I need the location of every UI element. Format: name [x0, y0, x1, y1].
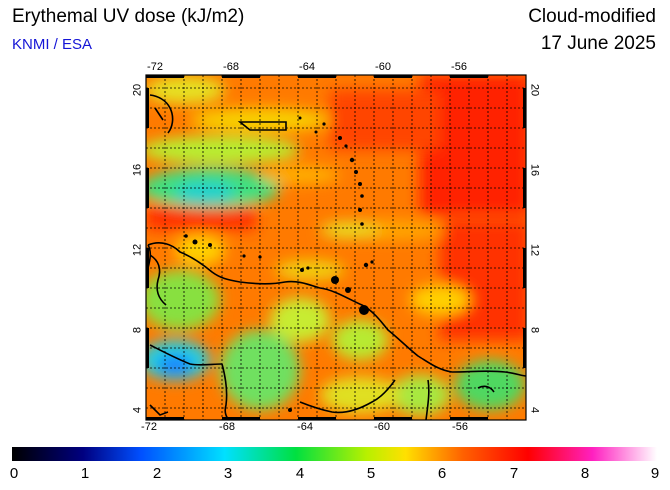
lat-tick-right: 16	[528, 163, 541, 177]
date-label: 17 June 2025	[540, 33, 656, 54]
credit-label: KNMI / ESA	[12, 36, 93, 53]
lon-tick-bottom: -64	[297, 421, 313, 433]
lat-tick-right: 20	[528, 83, 541, 97]
colorbar-label: 6	[437, 465, 447, 482]
lat-tick-left: 8	[131, 326, 144, 334]
lon-tick-top: -72	[147, 61, 163, 73]
lon-tick-top: -60	[375, 61, 391, 73]
uv-field-patterns	[146, 75, 526, 415]
lat-tick-left: 12	[131, 243, 144, 257]
lat-tick-left: 16	[131, 163, 144, 177]
lon-tick-bottom: -72	[141, 421, 157, 433]
product-label: Cloud-modified	[528, 6, 656, 27]
lat-tick-left: 4	[131, 406, 144, 414]
lon-tick-top: -64	[299, 61, 315, 73]
lat-tick-right: 4	[528, 406, 541, 414]
colorbar-label: 5	[366, 465, 376, 482]
lat-tick-right: 8	[528, 326, 541, 334]
colorbar-label: 0	[9, 465, 19, 482]
map-title: Erythemal UV dose (kJ/m2)	[12, 6, 245, 27]
lat-tick-left: 20	[131, 83, 144, 97]
colorbar-label: 7	[509, 465, 519, 482]
map-frame	[145, 74, 527, 421]
lon-tick-bottom: -56	[452, 421, 468, 433]
lon-tick-top: -68	[223, 61, 239, 73]
colorbar-label: 8	[580, 465, 590, 482]
colorbar-label: 2	[152, 465, 162, 482]
lon-tick-top: -56	[451, 61, 467, 73]
colorbar	[12, 447, 657, 461]
lon-tick-bottom: -60	[374, 421, 390, 433]
colorbar-label: 1	[80, 465, 90, 482]
graticule	[146, 75, 526, 420]
islands	[184, 116, 374, 412]
colorbar-label: 9	[650, 465, 660, 482]
colorbar-label: 3	[223, 465, 233, 482]
lat-tick-right: 12	[528, 243, 541, 257]
lon-tick-bottom: -68	[219, 421, 235, 433]
colorbar-label: 4	[295, 465, 305, 482]
